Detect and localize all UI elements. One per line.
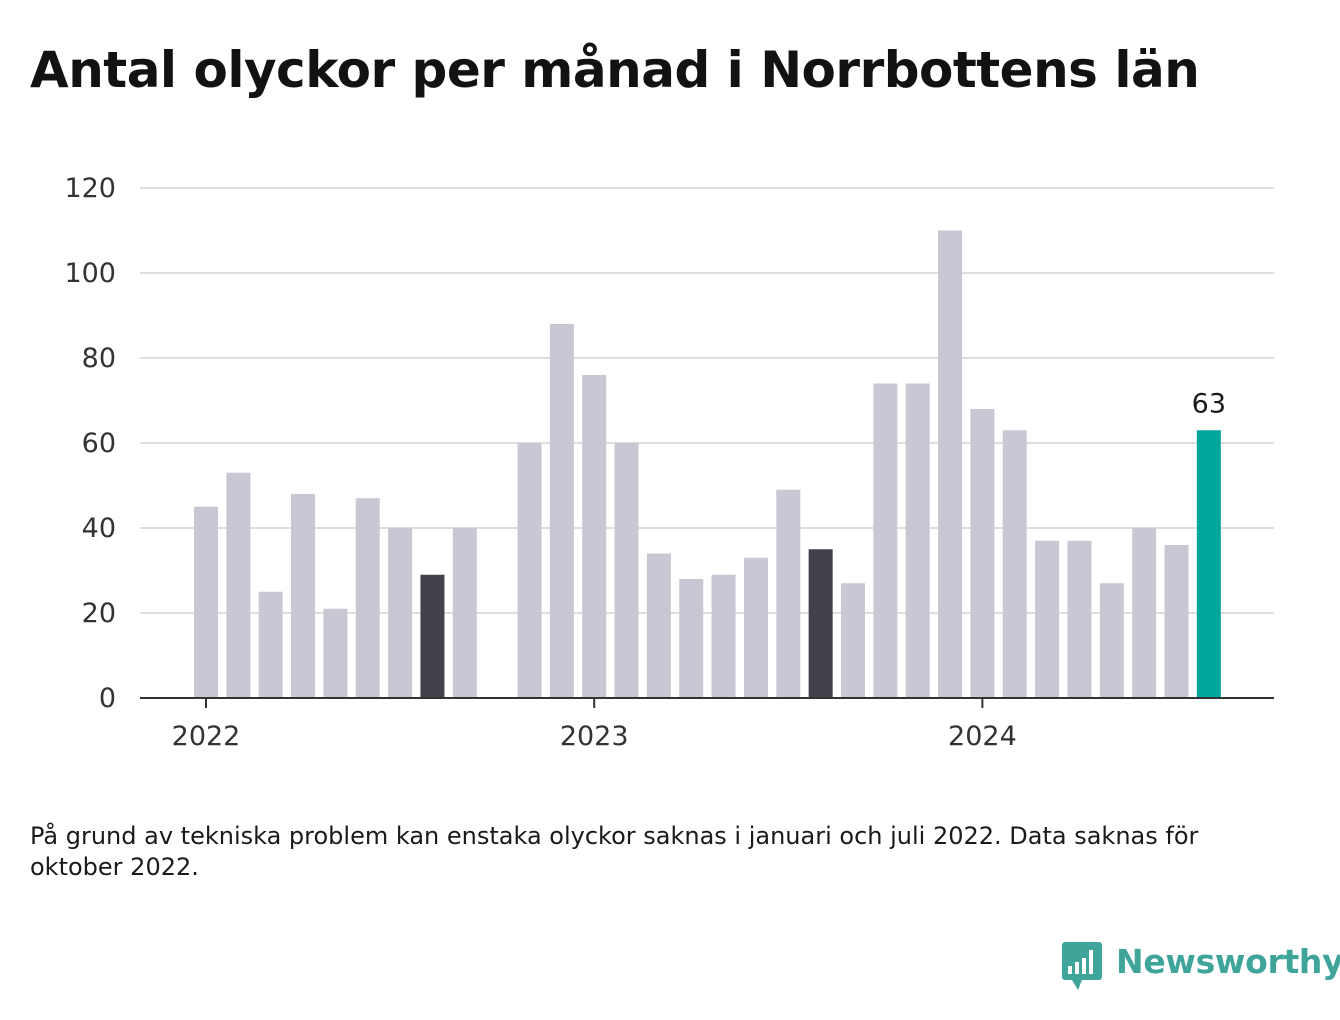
brand-name: Newsworthy	[1116, 942, 1340, 981]
bar-2022-03[interactable]	[258, 591, 283, 698]
bar-2023-09[interactable]	[841, 583, 865, 698]
y-tick-label: 0	[99, 683, 116, 714]
y-tick-label: 120	[64, 173, 116, 204]
y-tick-label: 80	[82, 343, 116, 374]
bar-2022-06[interactable]	[355, 498, 380, 698]
footnote: På grund av tekniska problem kan enstaka…	[30, 822, 1199, 881]
x-tick-label: 2022	[172, 721, 241, 752]
y-tick-label: 100	[64, 258, 116, 289]
y-tick-label: 40	[82, 513, 116, 544]
bar-2023-11[interactable]	[905, 383, 930, 699]
bar-2022-09[interactable]	[452, 528, 477, 698]
bar-2023-08[interactable]	[808, 549, 833, 698]
bar-2023-03[interactable]	[646, 553, 671, 699]
newsworthy-logo-icon	[1062, 942, 1102, 990]
bar-2022-02[interactable]	[226, 472, 251, 698]
bar-2024-05[interactable]	[1099, 583, 1124, 698]
data-labels: 63	[1192, 388, 1226, 419]
bar-2023-01[interactable]	[582, 375, 607, 698]
bar-2023-06[interactable]	[743, 557, 768, 698]
x-axis-ticks: 2022 2023 2024	[172, 698, 1017, 752]
bar-2023-07[interactable]	[776, 489, 801, 698]
bar-2024-07[interactable]	[1164, 545, 1189, 698]
bar-2024-03[interactable]	[1035, 540, 1060, 698]
x-tick-label: 2023	[560, 721, 629, 752]
bar-2024-02[interactable]	[1002, 430, 1027, 698]
y-tick-label: 20	[82, 598, 116, 629]
chart-title: Antal olyckor per månad i Norrbottens lä…	[30, 41, 1200, 99]
y-tick-label: 60	[82, 428, 116, 459]
bar-chart: 0 20 40 60 80 100 120 2022 2023 2024 63	[64, 173, 1274, 752]
bar-2022-04[interactable]	[291, 494, 316, 698]
x-tick-label: 2024	[948, 721, 1017, 752]
bar-2022-11[interactable]	[517, 443, 542, 698]
bar-2022-08[interactable]	[420, 574, 445, 698]
bar-2024-08[interactable]	[1196, 430, 1221, 698]
bar-2023-10[interactable]	[873, 383, 898, 699]
bar-2024-04[interactable]	[1067, 540, 1092, 698]
bar-2023-05[interactable]	[711, 574, 736, 698]
y-axis-tick-labels: 0 20 40 60 80 100 120	[64, 173, 116, 714]
bar-2022-12[interactable]	[549, 324, 574, 698]
bar-2023-12[interactable]	[938, 230, 963, 699]
data-label-2024-08: 63	[1192, 388, 1226, 419]
bar-2023-02[interactable]	[614, 443, 639, 698]
bar-2022-07[interactable]	[388, 528, 413, 698]
bars	[194, 230, 1221, 699]
newsworthy-logo[interactable]: Newsworthy	[1062, 940, 1340, 992]
bar-2024-01[interactable]	[970, 409, 995, 698]
bar-2022-05[interactable]	[323, 608, 348, 698]
bar-2023-04[interactable]	[679, 579, 704, 698]
bar-2024-06[interactable]	[1132, 528, 1157, 698]
bar-2022-01[interactable]	[194, 506, 218, 698]
